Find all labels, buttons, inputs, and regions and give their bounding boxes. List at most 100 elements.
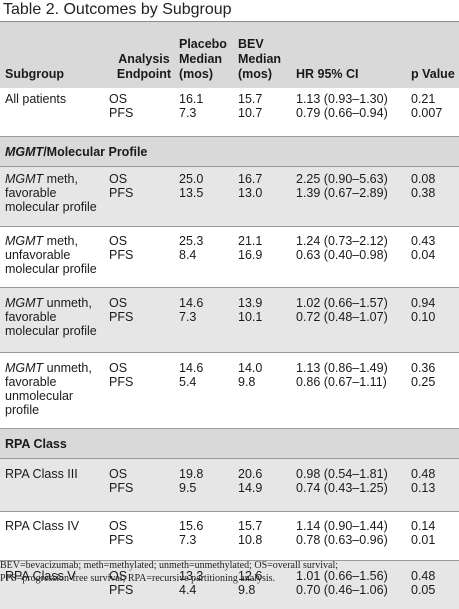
subgroup-line2: favorable: [5, 186, 56, 200]
subgroup-cell: All patients: [0, 88, 109, 137]
p-pfs: 0.007: [411, 106, 442, 120]
bev-pfs: 9.8: [238, 583, 255, 597]
header-endpoint-line1: Analysis: [118, 52, 169, 66]
footnote-line-2: PFS=progression-free survival; RPA=recur…: [0, 572, 459, 585]
placebo-pfs: 5.4: [179, 375, 196, 389]
subgroup-cell: RPA Class IV: [0, 512, 109, 561]
placebo-os: 25.0: [179, 172, 203, 186]
subgroup-cell: RPA Class III: [0, 459, 109, 512]
header-placebo-line3: (mos): [179, 67, 213, 81]
subgroup-line3: molecular profile: [5, 200, 97, 214]
bev-pfs: 9.8: [238, 375, 255, 389]
header-hr: HR 95% CI: [296, 22, 411, 88]
subgroup-line3: molecular profile: [5, 262, 97, 276]
subgroup-mgmt-italic: MGMT: [5, 296, 43, 310]
placebo-pfs: 9.5: [179, 481, 196, 495]
p-os: 0.21: [411, 92, 435, 106]
hr-os: 1.14 (0.90–1.44): [296, 519, 388, 533]
bev-pfs: 13.0: [238, 186, 262, 200]
hr-pfs: 0.79 (0.66–0.94): [296, 106, 388, 120]
p-pfs: 0.25: [411, 375, 435, 389]
endpoint-pfs: PFS: [109, 375, 133, 389]
placebo-os: 16.1: [179, 92, 203, 106]
hr-pfs: 0.72 (0.48–1.07): [296, 310, 388, 324]
placebo-os: 14.6: [179, 296, 203, 310]
hr-cell: 2.25 (0.90–5.63)1.39 (0.67–2.89): [296, 167, 411, 227]
bev-os: 16.7: [238, 172, 262, 186]
header-bev-line1: BEV: [238, 37, 264, 51]
hr-cell: 1.02 (0.66–1.57)0.72 (0.48–1.07): [296, 288, 411, 353]
hr-pfs: 0.86 (0.67–1.11): [296, 375, 387, 389]
bev-pfs: 14.9: [238, 481, 262, 495]
section-mgmt-rest: /Molecular Profile: [43, 145, 147, 159]
p-os: 0.43: [411, 234, 435, 248]
p-os: 0.08: [411, 172, 435, 186]
header-placebo-line1: Placebo: [179, 37, 227, 51]
p-os: 0.94: [411, 296, 435, 310]
endpoint-os: OS: [109, 519, 127, 533]
p-pfs: 0.01: [411, 533, 435, 547]
table-footnote: BEV=bevacizumab; meth=methylated; unmeth…: [0, 559, 459, 585]
subgroup-line4: profile: [5, 403, 39, 417]
section-header-mgmt: MGMT/Molecular Profile: [0, 137, 459, 167]
endpoint-pfs: PFS: [109, 106, 133, 120]
header-bev-line3: (mos): [238, 67, 272, 81]
section-label-mgmt: MGMT/Molecular Profile: [0, 137, 459, 167]
hr-pfs: 0.70 (0.46–1.06): [296, 583, 388, 597]
hr-os: 0.98 (0.54–1.81): [296, 467, 388, 481]
hr-pfs: 0.63 (0.40–0.98): [296, 248, 388, 262]
subgroup-line2: favorable: [5, 375, 56, 389]
p-os: 0.48: [411, 467, 435, 481]
endpoint-os: OS: [109, 234, 127, 248]
hr-os: 2.25 (0.90–5.63): [296, 172, 388, 186]
table-title: Table 2. Outcomes by Subgroup: [3, 1, 232, 19]
endpoint-pfs: PFS: [109, 186, 133, 200]
placebo-os: 14.6: [179, 361, 203, 375]
endpoint-pfs: PFS: [109, 310, 133, 324]
bev-os: 15.7: [238, 92, 262, 106]
p-pfs: 0.05: [411, 583, 435, 597]
header-subgroup: Subgroup: [0, 22, 109, 88]
endpoint-pfs: PFS: [109, 583, 133, 597]
section-label-rpa: RPA Class: [0, 429, 459, 459]
bev-pfs: 16.9: [238, 248, 262, 262]
endpoint-pfs: PFS: [109, 481, 133, 495]
p-os: 0.14: [411, 519, 435, 533]
subgroup-line2: unfavorable: [5, 248, 70, 262]
placebo-pfs: 7.3: [179, 106, 196, 120]
subgroup-line1-rest: unmeth,: [43, 361, 92, 375]
endpoint-os: OS: [109, 296, 127, 310]
subgroup-mgmt-italic: MGMT: [5, 172, 43, 186]
hr-cell: 1.13 (0.93–1.30)0.79 (0.66–0.94): [296, 88, 411, 137]
hr-pfs: 0.78 (0.63–0.96): [296, 533, 388, 547]
p-pfs: 0.10: [411, 310, 435, 324]
p-os: 0.36: [411, 361, 435, 375]
header-placebo-line2: Median: [179, 52, 222, 66]
subgroup-line3: molecular profile: [5, 324, 97, 338]
placebo-os: 25.3: [179, 234, 203, 248]
placebo-pfs: 7.3: [179, 533, 196, 547]
hr-cell: 1.14 (0.90–1.44)0.78 (0.63–0.96): [296, 512, 411, 561]
